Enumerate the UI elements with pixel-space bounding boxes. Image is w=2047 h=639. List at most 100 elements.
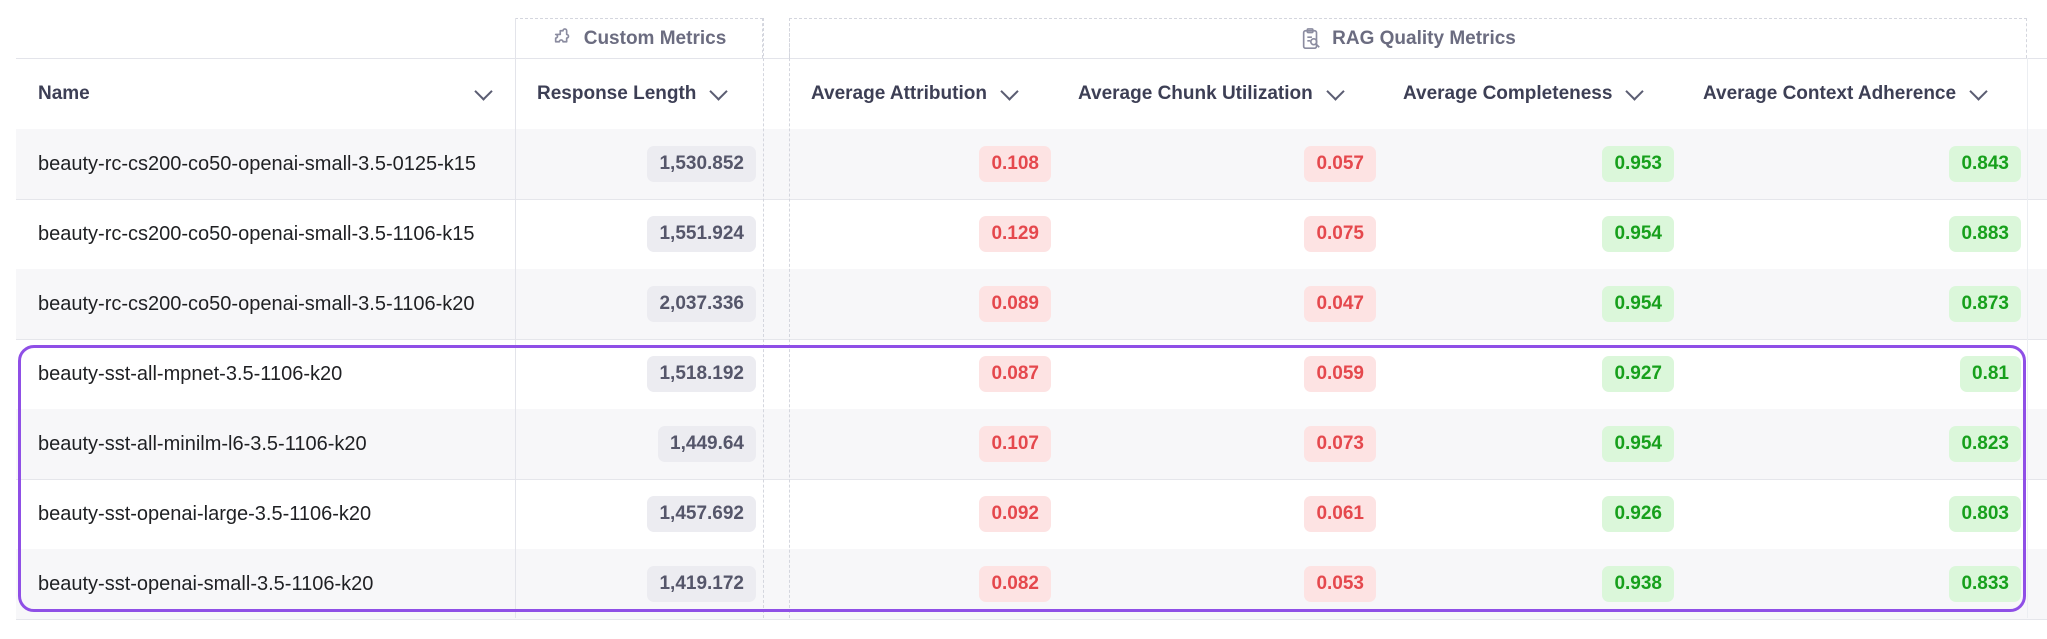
chevron-down-icon[interactable]: [1625, 81, 1645, 101]
custom-metrics-label: Custom Metrics: [583, 27, 727, 49]
column-header-average-completeness-label: Average Completeness: [1403, 83, 1613, 104]
cell-chunk-utilization: 0.047: [1304, 269, 1376, 339]
cell-context-adherence: 0.883: [1949, 199, 2021, 269]
metric-value-badge: 0.087: [979, 356, 1051, 392]
metric-value-badge: 1,518.192: [647, 356, 756, 392]
metric-value-badge: 0.108: [979, 146, 1051, 182]
metric-value-badge: 0.953: [1602, 146, 1674, 182]
cell-completeness: 0.954: [1602, 269, 1674, 339]
row-name: beauty-sst-openai-small-3.5-1106-k20: [38, 572, 374, 595]
metric-value-badge: 0.075: [1304, 216, 1376, 252]
row-name: beauty-rc-cs200-co50-openai-small-3.5-11…: [38, 222, 475, 245]
column-divider: [515, 18, 516, 618]
metric-value-badge: 0.833: [1949, 566, 2021, 602]
cell-response-length: 1,530.852: [647, 129, 756, 199]
cell-response-length: 1,457.692: [647, 479, 756, 549]
metric-value-badge: 1,530.852: [647, 146, 756, 182]
table-row[interactable]: beauty-rc-cs200-co50-openai-small-3.5-11…: [16, 269, 2047, 340]
metric-value-badge: 2,037.336: [647, 286, 756, 322]
column-header-name-label: Name: [38, 83, 90, 104]
custom-metrics-group-header: Custom Metrics: [515, 18, 763, 58]
metric-value-badge: 0.047: [1304, 286, 1376, 322]
cell-chunk-utilization: 0.075: [1304, 199, 1376, 269]
column-header-response-length[interactable]: Response Length: [537, 59, 757, 129]
column-divider: [763, 18, 764, 618]
cell-attribution: 0.087: [979, 339, 1051, 409]
metric-value-badge: 0.107: [979, 426, 1051, 462]
column-divider: [789, 18, 790, 618]
cell-chunk-utilization: 0.053: [1304, 549, 1376, 619]
column-header-average-attribution[interactable]: Average Attribution: [811, 59, 1031, 129]
table-row[interactable]: beauty-sst-all-mpnet-3.5-1106-k20 1,518.1…: [16, 339, 2047, 410]
cell-context-adherence: 0.803: [1949, 479, 2021, 549]
cell-completeness: 0.927: [1602, 339, 1674, 409]
cell-chunk-utilization: 0.073: [1304, 409, 1376, 479]
cell-context-adherence: 0.873: [1949, 269, 2021, 339]
cell-context-adherence: 0.833: [1949, 549, 2021, 619]
column-header-response-length-label: Response Length: [537, 83, 697, 104]
metric-value-badge: 0.843: [1949, 146, 2021, 182]
row-name: beauty-rc-cs200-co50-openai-small-3.5-01…: [38, 152, 476, 175]
metric-value-badge: 0.823: [1949, 426, 2021, 462]
metric-value-badge: 0.883: [1949, 216, 2021, 252]
cell-chunk-utilization: 0.061: [1304, 479, 1376, 549]
cell-attribution: 0.092: [979, 479, 1051, 549]
metric-value-badge: 0.927: [1602, 356, 1674, 392]
cell-attribution: 0.129: [979, 199, 1051, 269]
cell-attribution: 0.089: [979, 269, 1051, 339]
column-header-average-chunk-utilization[interactable]: Average Chunk Utilization: [1078, 59, 1368, 129]
metric-value-badge: 0.954: [1602, 286, 1674, 322]
metric-value-badge: 0.926: [1602, 496, 1674, 532]
cell-chunk-utilization: 0.057: [1304, 129, 1376, 199]
column-header-average-attribution-label: Average Attribution: [811, 83, 987, 104]
cell-completeness: 0.953: [1602, 129, 1674, 199]
rag-quality-metrics-group-header: RAG Quality Metrics: [789, 18, 2027, 58]
metric-value-badge: 0.954: [1602, 216, 1674, 252]
cell-context-adherence: 0.81: [1960, 339, 2021, 409]
column-header-average-chunk-utilization-label: Average Chunk Utilization: [1078, 83, 1313, 104]
metric-value-badge: 0.089: [979, 286, 1051, 322]
chevron-down-icon[interactable]: [709, 81, 729, 101]
rag-quality-metrics-label: RAG Quality Metrics: [1332, 27, 1516, 49]
column-header-average-context-adherence[interactable]: Average Context Adherence: [1703, 59, 2013, 129]
table-row[interactable]: beauty-rc-cs200-co50-openai-small-3.5-01…: [16, 129, 2047, 200]
metric-value-badge: 0.129: [979, 216, 1051, 252]
cell-context-adherence: 0.843: [1949, 129, 2021, 199]
metric-value-badge: 1,449.64: [658, 426, 756, 462]
cell-chunk-utilization: 0.059: [1304, 339, 1376, 409]
table-row[interactable]: beauty-rc-cs200-co50-openai-small-3.5-11…: [16, 199, 2047, 270]
cell-attribution: 0.107: [979, 409, 1051, 479]
metric-value-badge: 0.873: [1949, 286, 2021, 322]
column-header-name[interactable]: Name: [38, 59, 500, 129]
metric-value-badge: 0.082: [979, 566, 1051, 602]
metric-value-badge: 0.057: [1304, 146, 1376, 182]
cell-response-length: 2,037.336: [647, 269, 756, 339]
cell-response-length: 1,449.64: [658, 409, 756, 479]
clipboard-search-icon: [1302, 27, 1320, 49]
column-divider: [2027, 58, 2028, 618]
chevron-down-icon[interactable]: [1969, 81, 1988, 101]
row-name: beauty-sst-openai-large-3.5-1106-k20: [38, 502, 372, 525]
cell-context-adherence: 0.823: [1949, 409, 2021, 479]
metric-value-badge: 0.938: [1602, 566, 1674, 602]
chevron-down-icon[interactable]: [1326, 81, 1345, 101]
table-header-row: Name Response Length Average Attribution…: [16, 58, 2047, 130]
metric-value-badge: 1,419.172: [647, 566, 756, 602]
table-row[interactable]: beauty-sst-openai-large-3.5-1106-k20 1,45…: [16, 479, 2047, 550]
metric-value-badge: 1,551.924: [647, 216, 756, 252]
table-row[interactable]: beauty-sst-all-minilm-l6-3.5-1106-k20 1,4…: [16, 409, 2047, 480]
metric-value-badge: 0.81: [1960, 356, 2021, 392]
metric-value-badge: 1,457.692: [647, 496, 756, 532]
cell-response-length: 1,419.172: [647, 549, 756, 619]
chevron-down-icon[interactable]: [474, 81, 493, 101]
cell-completeness: 0.954: [1602, 199, 1674, 269]
metric-value-badge: 0.092: [979, 496, 1051, 532]
chevron-down-icon[interactable]: [1000, 81, 1019, 101]
table-row[interactable]: beauty-sst-openai-small-3.5-1106-k20 1,41…: [16, 549, 2047, 620]
row-name: beauty-rc-cs200-co50-openai-small-3.5-11…: [38, 292, 475, 315]
metric-value-badge: 0.061: [1304, 496, 1376, 532]
column-header-average-context-adherence-label: Average Context Adherence: [1703, 83, 1957, 104]
cell-attribution: 0.082: [979, 549, 1051, 619]
metric-value-badge: 0.803: [1949, 496, 2021, 532]
column-header-average-completeness[interactable]: Average Completeness: [1403, 59, 1663, 129]
